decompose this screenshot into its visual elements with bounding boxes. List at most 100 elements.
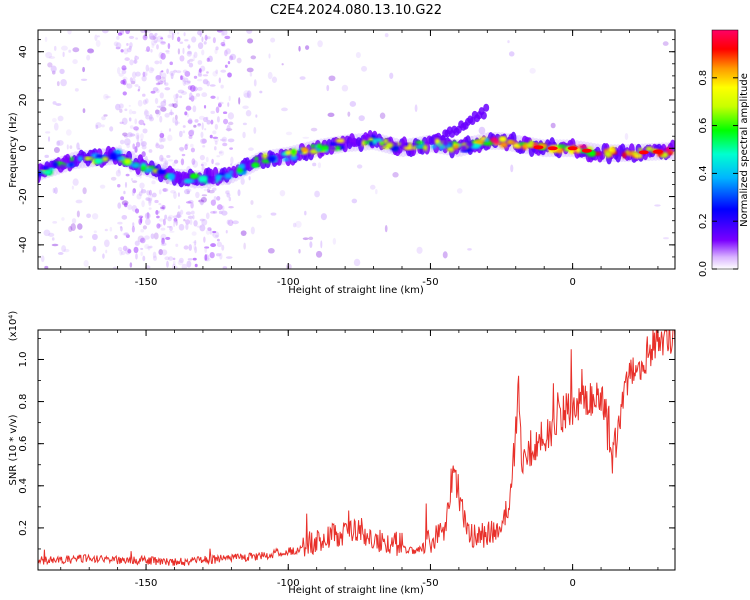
spectrogram-noise-blob: [228, 55, 234, 61]
spectrogram-noise-blob: [129, 59, 134, 66]
spectrogram-noise-blob: [142, 93, 146, 97]
spectrogram-noise-blob: [212, 230, 217, 234]
spectrogram-noise-blob: [131, 71, 137, 79]
spectrogram-noise-blob: [157, 210, 161, 214]
spectrogram-noise-blob: [191, 158, 196, 165]
spectrogram-noise-blob: [125, 173, 130, 177]
spectrogram-noise-blob: [133, 246, 139, 254]
spectrogram-noise-blob: [102, 253, 105, 259]
spectrogram-noise-blob: [186, 190, 190, 195]
spectrogram-noise-blob: [210, 110, 215, 115]
spectrogram-noise-blob: [160, 204, 165, 211]
spectrogram-noise-blob: [120, 196, 125, 201]
spectrogram-noise-blob: [117, 202, 122, 209]
spectrogram-noise-blob: [286, 263, 292, 269]
spectrogram-noise-blob: [210, 211, 216, 214]
spectrogram-noise-blob: [160, 242, 167, 247]
spectrogram-noise-blob: [138, 119, 145, 126]
spectrogram-noise-blob: [181, 153, 186, 157]
spectrogram-noise-blob: [170, 189, 176, 194]
spectrogram-noise-blob: [115, 46, 121, 50]
spectrogram-noise-blob: [298, 45, 301, 52]
spectrogram-noise-blob: [129, 42, 133, 48]
spectrogram-noise-blob: [195, 93, 201, 97]
spectrogram-noise-blob: [177, 259, 184, 266]
spectrogram-noise-blob: [53, 146, 60, 154]
spectrogram-core-blob: [316, 143, 323, 150]
spectrogram-noise-blob: [145, 64, 150, 72]
spectrogram-noise-blob: [150, 39, 157, 46]
spectrogram-noise-blob: [138, 218, 142, 225]
spectrogram-noise-blob: [158, 224, 163, 227]
spectrogram-noise-blob: [159, 70, 162, 77]
spectrogram-noise-blob: [163, 79, 167, 85]
spectrogram-noise-blob: [197, 123, 202, 127]
spectrogram-noise-blob: [120, 250, 126, 256]
spectrogram-noise-blob: [227, 121, 234, 126]
spectrogram-noise-blob: [175, 101, 179, 106]
spectrogram-noise-blob: [212, 210, 218, 214]
spectrogram-noise-blob: [159, 132, 165, 139]
spectrogram-noise-blob: [150, 67, 155, 72]
spectrogram-noise-blob: [161, 204, 166, 210]
spectrogram-noise-blob: [180, 209, 184, 215]
spectrogram-noise-blob: [105, 249, 108, 254]
spectrogram-noise-blob: [187, 60, 190, 64]
spectrogram-noise-blob: [508, 51, 515, 57]
spectrogram-noise-blob: [188, 199, 194, 204]
spectrogram-panel: -150 -100 -50 0 -40 -20 0 20 40 Height of straig…: [8, 29, 676, 296]
spectrogram-noise-blob: [203, 236, 206, 243]
spectrogram-noise-blob: [209, 251, 215, 259]
spectrogram-noise-blob: [225, 256, 233, 259]
spectrogram-noise-blob: [215, 46, 219, 51]
spectrogram-noise-blob: [187, 50, 192, 55]
spectrogram-noise-blob: [129, 77, 133, 83]
spectrogram-noise-blob: [247, 38, 254, 44]
snr-xtick-label: 0: [569, 578, 575, 589]
spectrogram-noise-blob: [132, 188, 136, 194]
spectrogram-noise-blob: [68, 225, 73, 233]
spectrogram-noise-blob: [230, 163, 233, 166]
spectrogram-noise-blob: [119, 139, 125, 145]
spectrogram-noise-blob: [117, 32, 123, 36]
spectrogram-noise-blob: [312, 162, 317, 167]
spectrogram-noise-blob: [189, 84, 196, 92]
spectrogram-noise-blob: [129, 262, 133, 268]
spectrogram-noise-blob: [137, 89, 140, 92]
spectrogram-noise-blob: [96, 35, 100, 38]
spectrogram-noise-blob: [220, 69, 227, 73]
spectrogram-noise-blob: [121, 67, 128, 70]
spectrogram-noise-blob: [95, 39, 101, 48]
spectrogram-core-blob: [59, 164, 66, 169]
spectrogram-noise-blob: [184, 39, 189, 42]
spectrogram-noise-blob: [217, 102, 222, 108]
spectrogram-noise-blob: [139, 174, 142, 179]
spectrogram-noise-blob: [134, 56, 140, 60]
spectrogram-core-blob: [123, 158, 132, 165]
spectrogram-noise-blob: [133, 59, 138, 64]
spectrogram-noise-blob: [228, 95, 231, 101]
spectrogram-core-blob: [94, 158, 103, 164]
spectrogram-noise-blob: [53, 122, 59, 131]
spectrogram-noise-blob: [375, 189, 378, 195]
spectrogram-noise-blob: [164, 87, 171, 91]
spectrogram-noise-blob: [136, 127, 140, 131]
spectrogram-noise-blob: [185, 219, 191, 225]
spectrogram-noise-blob: [128, 45, 132, 50]
spectrogram-noise-blob: [121, 69, 127, 75]
spectrogram-noise-blob: [214, 146, 217, 151]
spectrogram-noise-blob: [250, 55, 257, 60]
spectrogram-noise-blob: [173, 260, 176, 266]
spectrogram-core-blob: [604, 151, 611, 158]
snr-ytick-label: 1.0: [18, 352, 29, 368]
spectrogram-core-blob: [329, 142, 338, 146]
spectrogram-noise-blob: [197, 42, 204, 50]
spectrogram-noise-blob: [146, 211, 150, 219]
spectrogram-noise-blob: [199, 218, 205, 222]
spectrogram-noise-blob: [193, 51, 198, 59]
spectrogram-noise-blob: [158, 249, 164, 256]
spectrogram-noise-blob: [392, 172, 399, 178]
spectrogram-noise-blob: [82, 108, 86, 114]
spectrogram-noise-blob: [218, 210, 223, 215]
spectrogram-noise-blob: [202, 78, 209, 85]
